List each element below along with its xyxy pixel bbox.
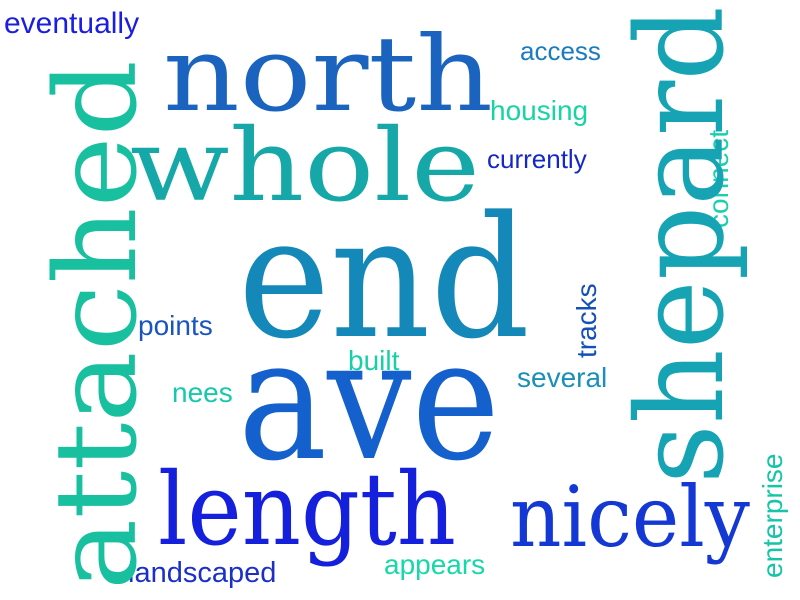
word-attached: attached xyxy=(32,60,162,590)
word-nicely: nicely xyxy=(510,468,751,566)
word-currently: currently xyxy=(487,144,587,174)
word-tracks: tracks xyxy=(571,283,602,358)
word-end: end xyxy=(238,180,530,376)
word-points: points xyxy=(138,310,213,341)
word-landscaped: landscaped xyxy=(128,557,276,589)
word-housing: housing xyxy=(490,95,588,126)
word-enterprise: enterprise xyxy=(757,453,788,578)
word-shepard: shepard xyxy=(612,6,751,484)
word-appears: appears xyxy=(384,549,485,580)
word-access: access xyxy=(520,36,601,66)
word-built: built xyxy=(348,345,400,376)
word-length: length xyxy=(158,451,456,568)
word-whole: whole xyxy=(130,107,480,224)
word-nees: nees xyxy=(172,377,233,408)
word-ave: ave xyxy=(238,302,500,498)
word-several: several xyxy=(517,362,607,393)
word-north: north xyxy=(163,13,493,135)
word-connect: connect xyxy=(703,130,734,228)
word-eventually: eventually xyxy=(4,7,139,40)
